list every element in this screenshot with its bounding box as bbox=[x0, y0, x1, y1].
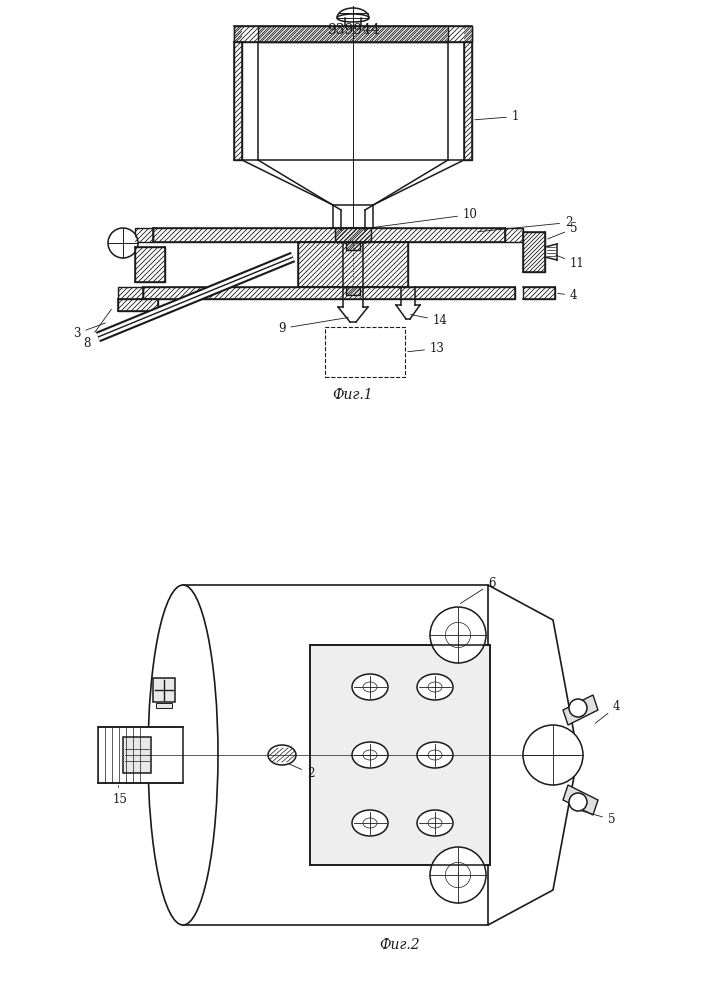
Ellipse shape bbox=[352, 742, 388, 768]
Circle shape bbox=[430, 607, 486, 663]
Circle shape bbox=[430, 847, 486, 903]
Polygon shape bbox=[234, 26, 242, 160]
Polygon shape bbox=[346, 287, 360, 295]
Text: 11: 11 bbox=[556, 255, 585, 270]
Polygon shape bbox=[335, 228, 371, 244]
Text: 939944: 939944 bbox=[327, 23, 380, 37]
Text: 3: 3 bbox=[73, 323, 105, 340]
Polygon shape bbox=[183, 585, 568, 925]
Text: 14: 14 bbox=[411, 314, 448, 327]
Polygon shape bbox=[135, 228, 153, 242]
Text: 4: 4 bbox=[558, 289, 578, 302]
Polygon shape bbox=[523, 232, 545, 272]
Polygon shape bbox=[464, 26, 472, 160]
Bar bbox=[325, 327, 405, 377]
Text: Фиг.1: Фиг.1 bbox=[333, 388, 373, 402]
Ellipse shape bbox=[148, 585, 218, 925]
Text: 6: 6 bbox=[460, 577, 496, 604]
Ellipse shape bbox=[417, 674, 453, 700]
Text: 5: 5 bbox=[580, 811, 616, 826]
Text: 15: 15 bbox=[113, 786, 128, 806]
Circle shape bbox=[569, 793, 587, 811]
Ellipse shape bbox=[337, 14, 369, 22]
Polygon shape bbox=[563, 695, 598, 725]
FancyBboxPatch shape bbox=[123, 737, 151, 773]
Ellipse shape bbox=[352, 810, 388, 836]
Ellipse shape bbox=[268, 745, 296, 765]
Polygon shape bbox=[118, 287, 143, 299]
Polygon shape bbox=[143, 287, 515, 299]
Bar bbox=[310, 645, 490, 865]
Polygon shape bbox=[258, 26, 448, 42]
FancyBboxPatch shape bbox=[156, 703, 172, 708]
Circle shape bbox=[523, 725, 583, 785]
Polygon shape bbox=[488, 585, 578, 925]
Text: 9: 9 bbox=[278, 317, 349, 335]
Text: 1: 1 bbox=[475, 110, 520, 123]
Bar bbox=[98, 727, 183, 783]
Text: Фиг.2: Фиг.2 bbox=[380, 938, 421, 952]
Text: 2: 2 bbox=[478, 216, 573, 232]
Circle shape bbox=[569, 699, 587, 717]
Ellipse shape bbox=[417, 810, 453, 836]
Circle shape bbox=[108, 228, 138, 258]
Polygon shape bbox=[346, 242, 360, 250]
Polygon shape bbox=[153, 228, 505, 242]
Polygon shape bbox=[505, 228, 523, 242]
Text: 8: 8 bbox=[83, 309, 112, 350]
Polygon shape bbox=[523, 287, 555, 299]
Polygon shape bbox=[298, 242, 408, 287]
Polygon shape bbox=[234, 26, 472, 42]
Polygon shape bbox=[563, 785, 598, 815]
Text: 10: 10 bbox=[372, 208, 478, 228]
Polygon shape bbox=[118, 299, 158, 311]
Text: 4: 4 bbox=[595, 700, 621, 723]
Ellipse shape bbox=[352, 674, 388, 700]
Polygon shape bbox=[135, 247, 165, 282]
Text: 13: 13 bbox=[408, 342, 445, 355]
FancyBboxPatch shape bbox=[153, 678, 175, 702]
Text: 2: 2 bbox=[290, 764, 315, 780]
Text: 5: 5 bbox=[548, 222, 578, 239]
Ellipse shape bbox=[417, 742, 453, 768]
